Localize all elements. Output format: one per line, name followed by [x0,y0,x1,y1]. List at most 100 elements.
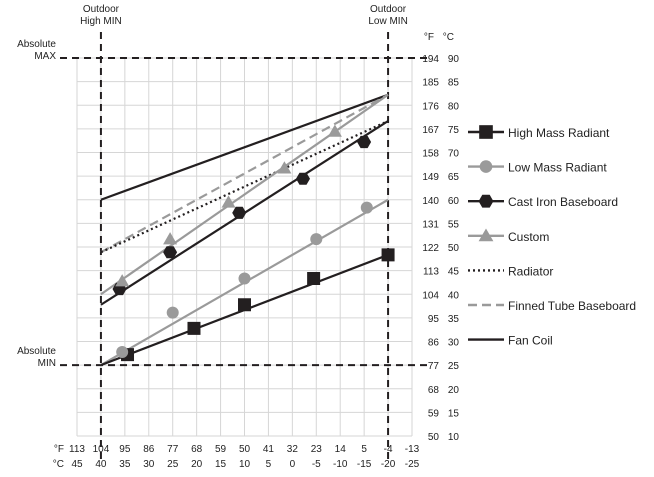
y-tick-label-f: 158 [422,149,439,160]
y-tick-label-f: 59 [428,408,440,419]
x-tick-label-f: 59 [215,444,227,455]
y-tick-label-c: 90 [448,54,460,65]
x-tick-label-f: 68 [191,444,203,455]
data-point-low-mass-radiant [310,233,323,246]
x-tick-label-c: 0 [290,459,296,470]
y-tick-label-f: 95 [428,314,440,325]
x-tick-label-c: 40 [95,459,107,470]
x-axis-unit-f: °F [54,444,64,455]
y-tick-label-f: 50 [428,432,440,443]
legend-marker-low-mass-radiant [479,160,493,173]
x-tick-label-f: -4 [384,444,393,455]
legend-label-finned-tube-baseboard: Finned Tube Baseboard [508,299,636,313]
x-tick-label-f: 77 [167,444,179,455]
x-tick-label-f: 50 [239,444,251,455]
series-line-fan-coil [100,93,389,201]
outdoor-high-min-label: High MIN [80,16,122,27]
y-tick-label-c: 70 [448,149,460,160]
data-point-cast-iron-baseboard [163,246,178,259]
y-tick-label-c: 20 [448,385,460,396]
grid [76,57,413,437]
x-tick-label-f: 23 [311,444,323,455]
y-tick-label-f: 131 [422,219,439,230]
data-point-high-mass-radiant [187,321,201,335]
legend-label-high-mass-radiant: High Mass Radiant [508,126,610,140]
y-tick-label-f: 113 [423,267,439,278]
x-tick-label-c: 30 [143,459,155,470]
absolute-min-label: MIN [38,358,56,369]
y-tick-label-c: 35 [448,314,460,325]
y-tick-label-c: 10 [448,432,460,443]
legend-label-cast-iron-baseboard: Cast Iron Baseboard [508,195,618,209]
y-tick-label-c: 50 [448,243,460,254]
x-tick-label-c: 35 [119,459,131,470]
data-point-low-mass-radiant [166,306,179,319]
x-tick-label-c: 45 [71,459,83,470]
legend-label-radiator: Radiator [508,264,553,278]
x-tick-label-f: 14 [335,444,347,455]
x-tick-label-f: 5 [361,444,367,455]
y-tick-label-f: 86 [428,338,440,349]
y-axis-unit-f: °F [424,32,434,43]
y-tick-label-c: 65 [448,172,460,183]
x-tick-label-f: 95 [119,444,131,455]
legend-label-custom: Custom [508,230,549,244]
data-point-high-mass-radiant [307,272,321,285]
tick-labels: °F°C113451044095358630772568205915501041… [53,32,460,470]
y-tick-label-c: 25 [448,361,460,372]
legend-label-fan-coil: Fan Coil [508,334,553,348]
data-point-custom [277,161,292,174]
x-axis-unit-c: °C [53,459,64,470]
x-tick-label-c: 20 [191,459,203,470]
legend: High Mass Radiant Low Mass Radiant Cast Ir… [468,125,636,348]
x-tick-label-c: 5 [266,459,272,470]
x-tick-label-c: -25 [405,459,420,470]
y-tick-label-f: 176 [422,101,439,112]
x-tick-label-f: 41 [263,444,275,455]
y-axis-unit-c: °C [443,32,454,43]
x-tick-label-f: 104 [93,444,110,455]
y-tick-label-f: 149 [422,172,439,183]
x-tick-label-f: 86 [143,444,155,455]
y-tick-label-c: 30 [448,338,460,349]
data-point-cast-iron-baseboard [296,172,310,185]
legend-marker-custom [478,228,494,242]
x-tick-label-c: -20 [381,459,396,470]
data-point-custom [163,232,178,245]
y-tick-label-c: 40 [448,290,460,301]
data-point-custom [115,274,130,287]
x-tick-label-f: 32 [287,444,299,455]
x-tick-label-c: 10 [239,459,251,470]
data-point-cast-iron-baseboard [357,135,372,149]
legend-marker-high-mass-radiant [479,125,493,139]
legend-marker-cast-iron-baseboard [478,194,494,208]
outdoor-low-min-label: Low MIN [368,16,407,27]
y-tick-label-c: 55 [448,219,460,230]
series-line-finned-tube-baseboard [100,93,389,254]
y-tick-label-c: 15 [448,408,460,419]
x-tick-label-c: -5 [312,459,321,470]
absolute-max-label: MAX [34,51,56,62]
y-tick-label-f: 194 [422,54,439,65]
y-tick-label-f: 185 [422,78,439,89]
absolute-min-label: Absolute [17,346,56,357]
series-layer [100,93,395,367]
y-tick-label-f: 122 [422,243,439,254]
x-tick-label-c: -15 [357,459,372,470]
y-tick-label-f: 68 [428,385,440,396]
data-point-cast-iron-baseboard [232,206,247,219]
x-tick-label-c: -10 [333,459,348,470]
absolute-max-label: Absolute [17,39,56,50]
y-tick-label-f: 104 [422,290,439,301]
y-tick-label-f: 140 [422,196,439,207]
y-tick-label-c: 60 [448,196,460,207]
data-point-custom [327,124,342,137]
y-tick-label-c: 80 [448,101,460,112]
y-tick-label-c: 75 [448,125,460,136]
y-tick-label-f: 167 [422,125,439,136]
outdoor-high-min-label: Outdoor [83,4,120,15]
data-point-custom [221,195,236,208]
x-tick-label-f: 113 [69,444,85,455]
